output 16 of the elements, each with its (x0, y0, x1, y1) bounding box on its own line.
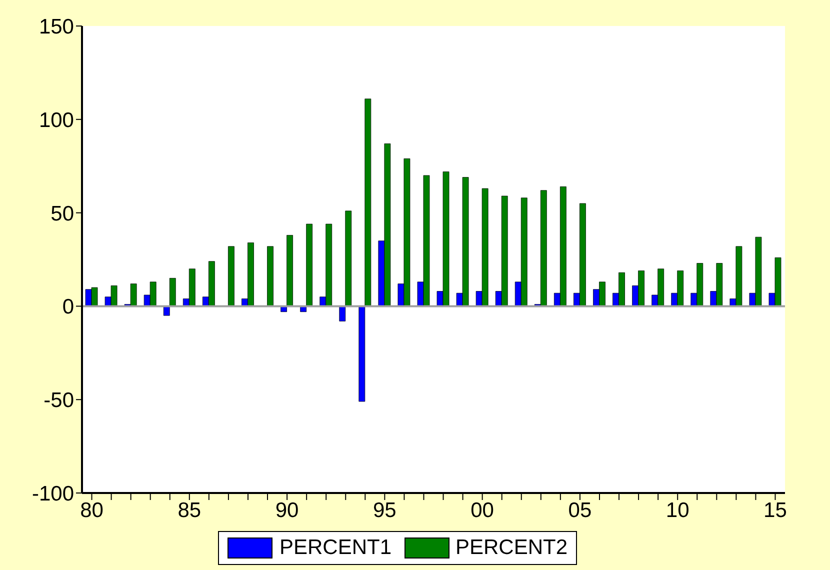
y-tick-label: 0 (62, 296, 74, 319)
y-tick-label: -50 (44, 389, 74, 412)
x-tick-label: 85 (178, 498, 202, 522)
y-tick-label: 150 (38, 15, 74, 38)
x-tick-label: 10 (666, 498, 690, 522)
y-tick-label: 100 (38, 108, 74, 132)
x-tick-label: 15 (764, 498, 787, 522)
x-tick-label: 90 (275, 498, 299, 522)
x-tick-label: 80 (80, 498, 104, 522)
x-tick-label: 05 (568, 498, 592, 522)
legend-label: PERCENT1 (279, 536, 392, 560)
y-tick-label: 50 (50, 202, 74, 226)
legend-label: PERCENT2 (456, 536, 568, 560)
x-tick-label: 95 (373, 498, 396, 522)
x-tick-label: 00 (470, 498, 494, 522)
y-tick-label: -100 (32, 482, 74, 506)
